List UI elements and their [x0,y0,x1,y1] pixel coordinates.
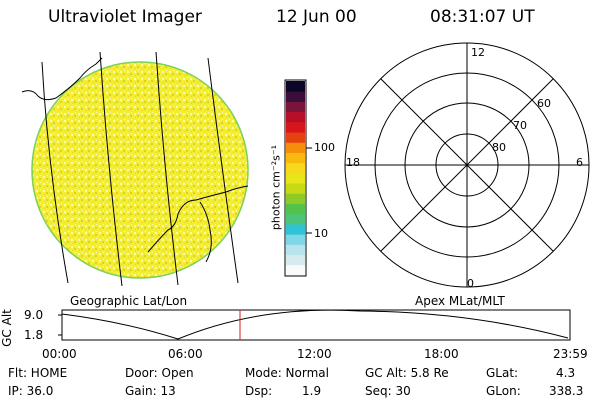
mlat-label-70: 70 [513,119,527,132]
colorbar-band [286,91,305,102]
colorbar-band [286,162,305,174]
colorbar-band [286,254,305,266]
timeline-xtick: 06:00 [168,347,203,361]
status-mode: Mode: Normal [245,366,329,380]
timeline-ytick: 1.8 [24,328,44,342]
colorbar-tick-label: 100 [314,141,335,154]
instrument-title: Ultraviolet Imager [48,7,202,27]
timeline-xtick: 18:00 [424,347,459,361]
colorbar-band [286,172,305,184]
colorbar-band [286,111,305,123]
mlat-label-60: 60 [537,97,551,110]
status-glat-label: GLat: [486,366,519,380]
colorbar-band [286,152,305,164]
geographic-caption: Geographic Lat/Lon [70,294,188,308]
colorbar-unit-label: photon cm⁻²s⁻¹ [269,144,283,231]
colorbar-band [286,244,305,256]
mlt-label-0: 0 [467,277,474,290]
status-dsp-value: 1.9 [302,384,322,398]
mlt-label-18: 18 [346,156,360,169]
polar-dial [344,42,590,288]
timeline-ylabel-wrap: GC Alt [0,308,14,348]
status-ip: IP: 36.0 [8,384,54,398]
date-label: 12 Jun 00 [276,7,357,27]
colorbar-band [286,213,305,225]
colorbar-band [286,183,305,194]
timeline-ylabel: GC Alt [0,309,14,347]
colorbar-band [286,264,305,276]
colorbar-band [286,81,305,92]
status-glon-value: 338.3 [549,384,584,398]
timeline-xtick: 12:00 [297,347,332,361]
colorbar-band [286,203,305,215]
colorbar-band [286,121,305,133]
colorbar-band [286,132,305,143]
apex-caption: Apex MLat/MLT [415,294,505,308]
colorbar-band [286,223,305,235]
coastline [199,201,212,263]
timeline-ytick: 9.0 [24,308,44,322]
time-label: 08:31:07 UT [430,7,535,27]
colorbar [284,79,312,277]
timeline-xtick: 00:00 [42,347,77,361]
earth-image [31,61,249,279]
status-glon-label: GLon: [486,384,521,398]
status-gc-alt: GC Alt: 5.8 Re [365,366,449,380]
coastline [147,185,249,253]
status-door: Door: Open [125,366,194,380]
mlat-label-80: 80 [492,141,506,154]
timeline-xtick: 23:59 [553,347,588,361]
geographic-grid [21,51,249,287]
status-glat-value: 4.3 [556,366,576,380]
colorbar-band [286,142,305,153]
mlt-label-6: 6 [576,156,583,169]
status-dsp-label: Dsp: [245,384,273,398]
timeline-plot [58,309,571,341]
colorbar-tick-label: 10 [314,227,328,240]
status-flt: Flt: HOME [8,366,68,380]
colorbar-band [286,193,305,205]
colorbar-band [286,101,305,113]
status-seq: Seq: 30 [365,384,411,398]
mlt-label-12: 12 [471,46,485,59]
status-gain: Gain: 13 [125,384,176,398]
colorbar-band [286,234,305,245]
coastline [21,57,103,101]
